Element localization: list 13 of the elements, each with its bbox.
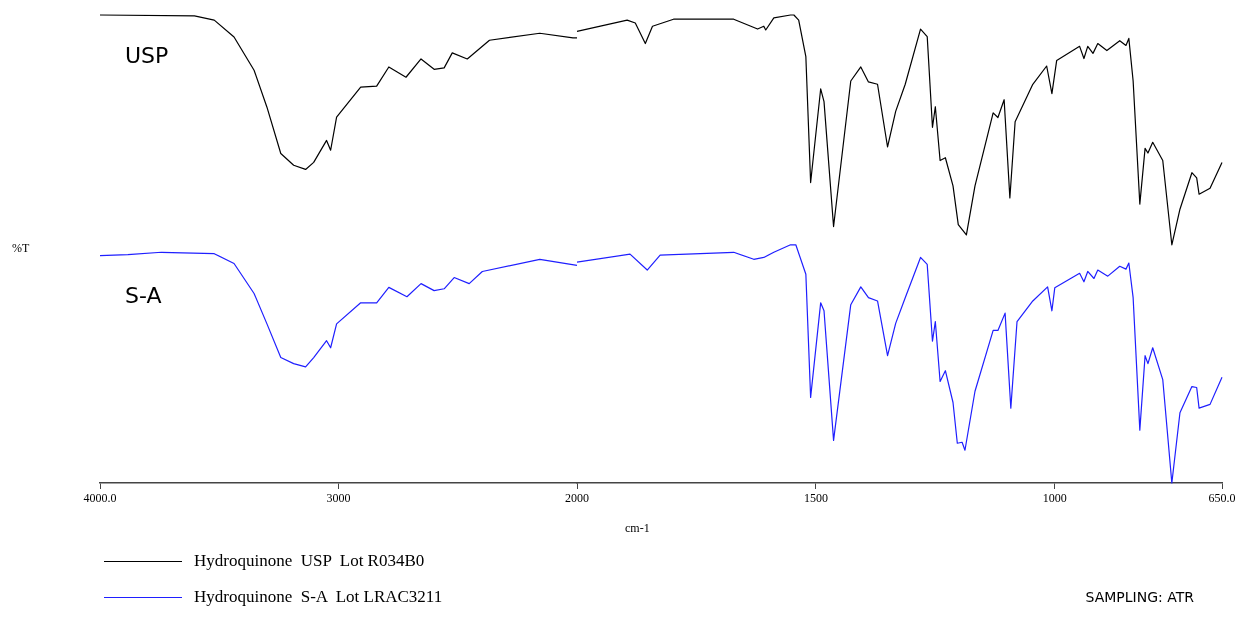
annotation: USP bbox=[125, 42, 169, 68]
text: SAMPLING: ATR bbox=[1085, 589, 1194, 605]
legend-label: Hydroquinone USP Lot R034B0 bbox=[194, 551, 425, 571]
x-tick-label: 4000.0 bbox=[83, 491, 117, 506]
x-tick-label: 1500 bbox=[803, 491, 828, 506]
x-axis-title: cm-1 bbox=[625, 521, 650, 536]
y-axis-title: %T bbox=[12, 241, 30, 256]
x-tick-label: 1000 bbox=[1042, 491, 1067, 506]
x-tick-label: 2000 bbox=[565, 491, 589, 506]
legend-label: Hydroquinone S-A Lot LRAC3211 bbox=[194, 587, 443, 607]
x-tick-label: 3000 bbox=[326, 491, 351, 506]
x-tick-label: 650.0 bbox=[1208, 491, 1236, 506]
annotation: S-A bbox=[125, 283, 162, 309]
